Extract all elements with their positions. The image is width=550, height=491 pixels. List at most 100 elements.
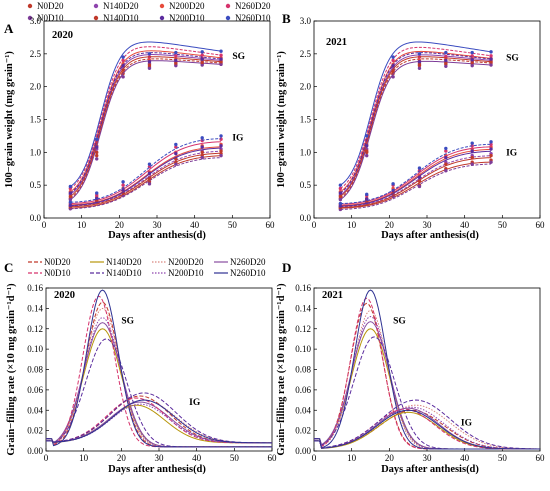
data-point <box>200 136 204 140</box>
x-tick-label: 60 <box>536 453 546 463</box>
panel-letter: A <box>4 21 14 36</box>
x-tick-label: 50 <box>498 453 508 463</box>
x-tick-label: 30 <box>423 453 433 463</box>
x-tick-label: 30 <box>153 220 163 230</box>
series-line-sg-n0d10 <box>70 60 222 201</box>
y-tick-label: 0.00 <box>295 446 311 456</box>
data-point <box>417 184 422 189</box>
x-tick-label: 50 <box>498 220 508 230</box>
data-point <box>174 61 178 65</box>
series-line-sg-n260d20 <box>70 46 222 189</box>
data-point <box>147 162 152 166</box>
panel-b: 0 10 20 30 40 50 60 0.0 0.5 1.0 1.5 2.0 2.5 3.0 Days a… <box>276 11 545 241</box>
series-line-sg-n260d10 <box>46 289 272 448</box>
series-line-sg-n200d20 <box>340 50 492 193</box>
x-tick-label: 40 <box>190 220 200 230</box>
legend-marker-n200d20 <box>159 3 165 9</box>
legend-label-n260d10: N260D10 <box>230 268 266 278</box>
series-line-ig-n260d10 <box>314 409 541 450</box>
data-point <box>121 75 125 79</box>
panel-letter: C <box>4 260 13 275</box>
legend-marker-n260d20 <box>225 3 231 9</box>
annotation-sg: SG <box>393 317 406 327</box>
plot-frame <box>313 287 541 452</box>
legend-marker-n140d10 <box>93 15 99 21</box>
annotation-ig: IG <box>189 398 201 408</box>
plot-frame <box>45 287 273 452</box>
data-point <box>174 151 178 156</box>
series-line-ig-n0d20 <box>70 155 222 209</box>
y-tick-label: 0.5 <box>300 180 312 190</box>
data-point <box>121 180 125 184</box>
data-point <box>489 57 493 61</box>
x-tick-label: 0 <box>42 220 47 230</box>
y-tick-label: 0.14 <box>295 303 311 313</box>
x-axis-label: Days after anthesis(d) <box>108 230 206 241</box>
data-point <box>121 58 125 63</box>
x-axis-label: Days after anthesis(d) <box>381 230 479 241</box>
y-tick-label: 0.5 <box>30 180 42 190</box>
series-line-sg-n0d20 <box>46 301 272 448</box>
x-tick-label: 0 <box>44 453 49 463</box>
legend-marker-n0d10 <box>27 15 33 21</box>
series-line-sg-n200d10 <box>70 52 222 194</box>
data-point <box>147 171 152 176</box>
y-tick-label: 2.0 <box>300 82 312 92</box>
data-point <box>365 149 369 153</box>
data-point <box>68 203 73 208</box>
y-tick-label: 0.16 <box>27 283 43 293</box>
x-tick-label: 40 <box>460 220 470 230</box>
data-point <box>444 162 448 166</box>
y-tick-label: 0.10 <box>27 344 43 354</box>
legend-marker-n0d20 <box>27 3 33 9</box>
x-tick-label: 30 <box>155 453 165 463</box>
data-point <box>391 63 395 68</box>
data-point <box>417 175 422 179</box>
data-point <box>444 61 448 65</box>
data-point <box>470 141 474 145</box>
y-tick-label: 0.12 <box>27 324 43 334</box>
series-line-ig-n200d20 <box>314 404 541 450</box>
series-line-ig-n0d10 <box>340 163 492 210</box>
series-line-sg-n260d20 <box>46 322 272 448</box>
series-line-sg-n260d20 <box>340 46 492 189</box>
legend-label-n0d10: N0D10 <box>44 268 71 278</box>
data-point <box>391 75 395 79</box>
series-line-ig-n260d10 <box>46 399 273 444</box>
legend-label-n200d20: N200D20 <box>168 257 204 267</box>
data-point <box>470 50 474 55</box>
data-point <box>444 146 448 151</box>
panel-year: 2021 <box>322 290 343 301</box>
x-tick-label: 0 <box>312 220 317 230</box>
series-line-sg-n200d20 <box>46 307 272 448</box>
data-point <box>444 58 448 63</box>
y-tick-label: 1.5 <box>300 115 312 125</box>
series-line-ig-n260d10 <box>340 143 492 205</box>
legend-label-n260d20: N260D20 <box>235 1 271 11</box>
legend-label-n140d10: N140D10 <box>103 13 139 23</box>
series-line-ig-n260d20 <box>46 401 273 444</box>
data-point <box>95 153 99 158</box>
data-point <box>417 60 422 64</box>
y-tick-label: 1.0 <box>300 147 312 157</box>
annotation-ig: IG <box>232 134 244 144</box>
y-tick-label: 0.10 <box>295 344 311 354</box>
data-point <box>174 162 178 166</box>
data-point <box>68 191 73 195</box>
data-point <box>219 149 223 153</box>
x-tick-label: 60 <box>266 220 276 230</box>
y-tick-label: 0.12 <box>295 324 311 334</box>
y-tick-label: 3.0 <box>300 16 312 26</box>
data-point <box>219 153 223 158</box>
x-tick-label: 10 <box>79 453 89 463</box>
data-point <box>95 137 99 141</box>
data-point <box>200 53 204 57</box>
series-line-ig-n140d10 <box>314 399 541 450</box>
series-line-ig-n200d10 <box>340 150 492 207</box>
data-point <box>200 145 204 149</box>
data-point <box>489 140 493 144</box>
data-point <box>200 57 204 61</box>
data-point <box>417 52 422 56</box>
data-point <box>338 191 343 195</box>
